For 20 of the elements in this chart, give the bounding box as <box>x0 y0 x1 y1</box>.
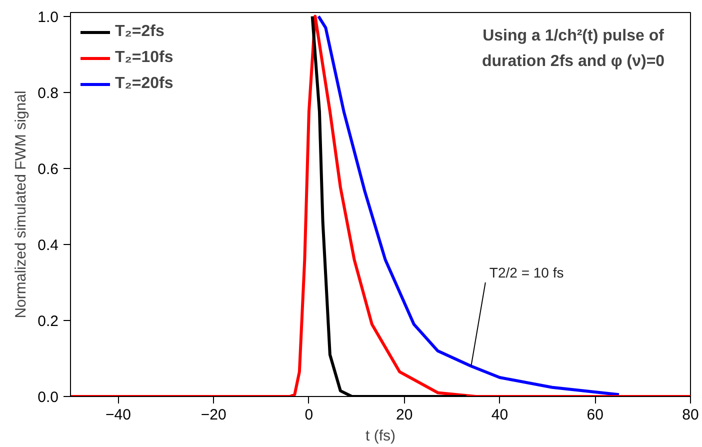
legend-label: T₂=10fs <box>115 49 174 67</box>
annotation: Using a 1/ch²(t) pulse of duration 2fs and φ (ν)=0 <box>482 28 665 70</box>
x-tick-label: 0 <box>304 406 314 424</box>
x-tick-label: 20 <box>396 406 413 424</box>
y-tick-label: 0.2 <box>38 312 59 330</box>
x-tick-label: 80 <box>682 406 699 424</box>
y-tick-label: 1.0 <box>38 8 59 26</box>
y-tick-label: 0.0 <box>38 389 59 406</box>
legend-label: T₂=20fs <box>115 75 174 93</box>
x-tick-label: −40 <box>105 406 131 424</box>
x-axis-title: t (fs) <box>366 428 396 444</box>
y-tick-label: 0.4 <box>38 236 59 254</box>
x-tick-label: 40 <box>491 406 508 424</box>
y-tick-label: 0.8 <box>38 84 59 102</box>
y-tick-label: 0.6 <box>38 160 59 178</box>
annotation: T2/2 = 10 fs <box>489 264 564 280</box>
x-tick-label: 60 <box>586 406 604 424</box>
x-tick-label: −20 <box>200 406 226 424</box>
y-axis-title: Normalized simulated FWM signal <box>12 90 30 318</box>
legend-label: T₂=2fs <box>115 23 164 41</box>
